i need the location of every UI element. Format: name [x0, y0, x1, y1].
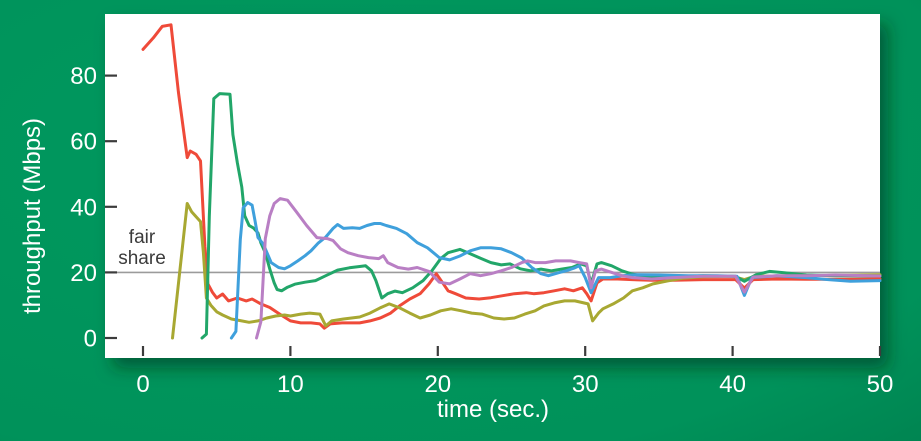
y-tick-label-60: 60 [70, 129, 97, 156]
plot-area [105, 14, 880, 358]
y-tick-label-80: 80 [70, 63, 97, 90]
x-tick-label-0: 0 [136, 371, 149, 398]
y-tick-label-40: 40 [70, 194, 97, 221]
x-tick-label-30: 30 [572, 371, 599, 398]
axis-ticks-group [105, 74, 882, 356]
fair-share-annotation-line1: fair [129, 227, 156, 248]
x-tick-label-10: 10 [277, 371, 304, 398]
x-tick-label-40: 40 [719, 371, 746, 398]
fair-share-annotation-line2: share [118, 248, 166, 269]
y-tick-label-20: 20 [70, 260, 97, 287]
series-group [141, 23, 882, 340]
series-line-flow-5-purple [255, 197, 882, 340]
x-tick-label-20: 20 [424, 371, 451, 398]
x-tick-label-50: 50 [867, 371, 894, 398]
axis-tick-labels-group: 0 10 20 30 40 50 0 20 40 60 80 [70, 63, 893, 398]
x-axis-title: time (sec.) [437, 396, 549, 423]
series-line-flow-4-blue [229, 201, 882, 340]
series-line-flow-1-red [141, 23, 882, 330]
y-tick-label-0: 0 [84, 326, 97, 353]
y-axis-title: throughput (Mbps) [19, 118, 46, 314]
series-line-flow-2-olive [171, 202, 882, 340]
